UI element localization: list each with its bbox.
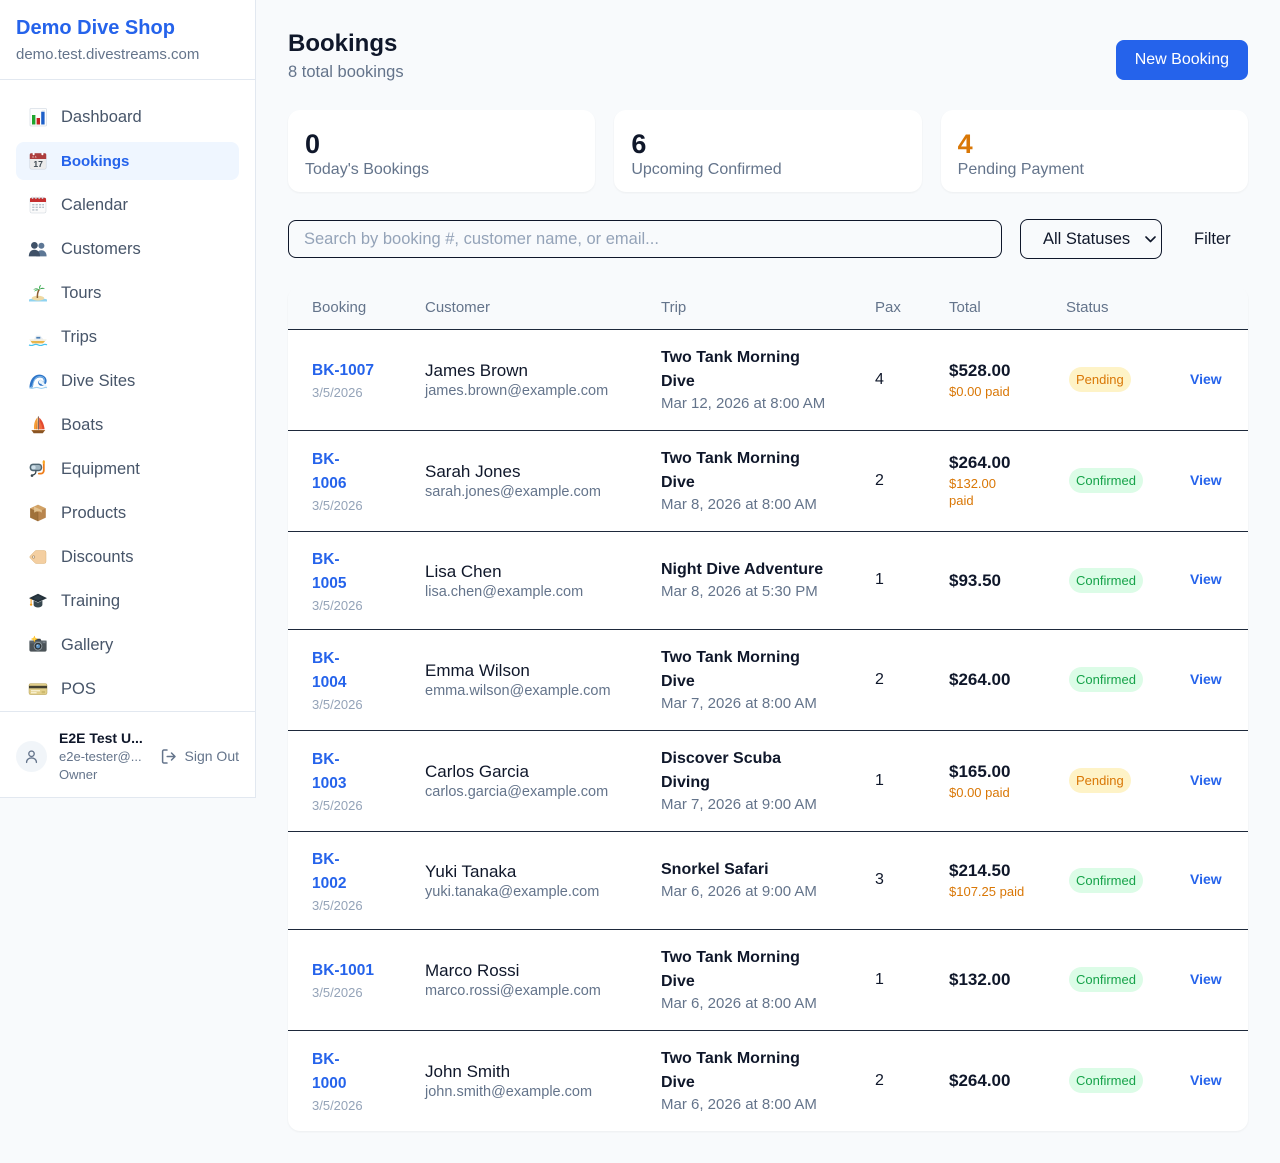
svg-text:17: 17 (33, 159, 43, 169)
